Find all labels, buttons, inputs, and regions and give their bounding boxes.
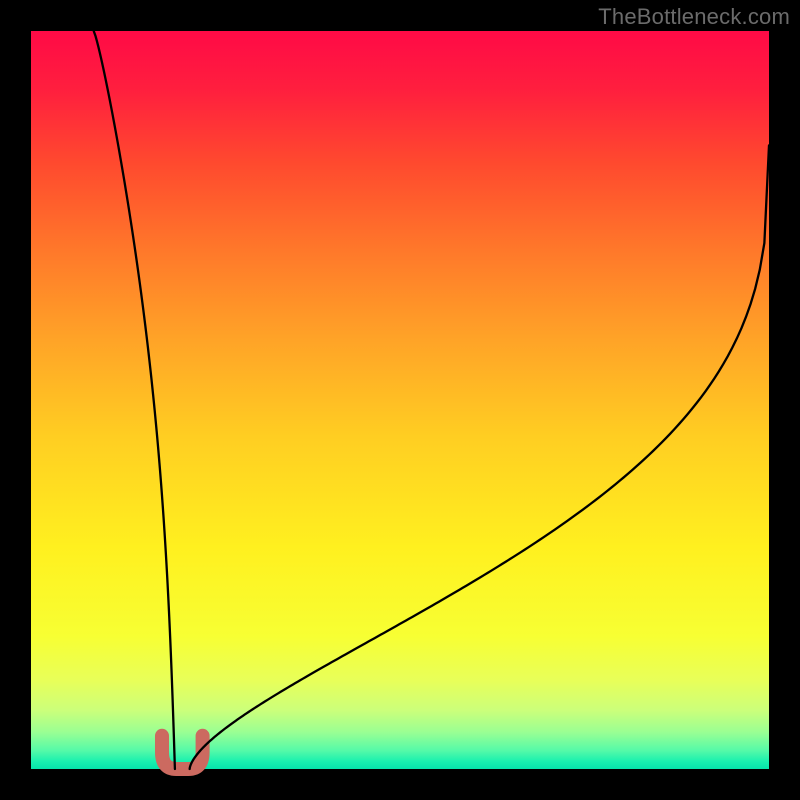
attribution-label: TheBottleneck.com bbox=[598, 4, 790, 30]
plot-background bbox=[31, 31, 769, 769]
chart-container: TheBottleneck.com bbox=[0, 0, 800, 800]
bottleneck-chart bbox=[0, 0, 800, 800]
